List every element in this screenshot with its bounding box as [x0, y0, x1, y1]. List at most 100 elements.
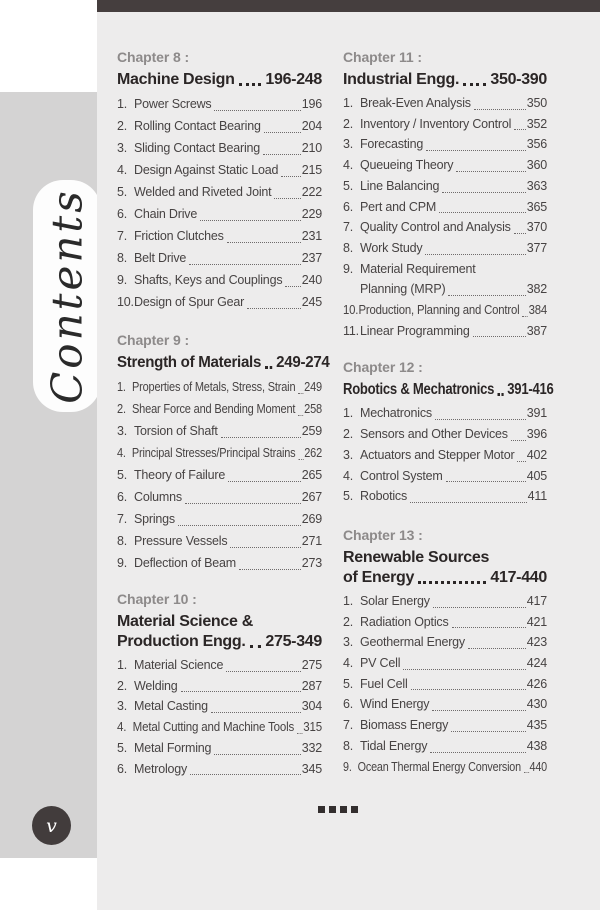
- toc-item-label: Solar Energy: [360, 593, 430, 608]
- chapter-title: Strength of Materials 249-274: [117, 353, 330, 373]
- toc-item-label: Belt Drive: [134, 251, 187, 265]
- dot-leader: [184, 503, 301, 504]
- toc-item-number: 9.: [343, 261, 354, 276]
- toc-item-label: Fuel Cell: [360, 676, 408, 691]
- toc-item-label: Metal Cutting and Machine Tools: [132, 720, 295, 735]
- toc-item: 8. Pressure Vessels 271: [117, 530, 322, 552]
- toc-item-page: 229: [301, 207, 322, 221]
- toc-item: 1. Solar Energy 417: [343, 591, 547, 612]
- chapter-title-line: Material Science &: [117, 612, 322, 632]
- toc-item-continued: Planning (MRP) 382: [343, 279, 547, 300]
- toc-item: 9. Material Requirement: [343, 259, 547, 280]
- title-dot-leader: [264, 366, 273, 369]
- toc-item-number: 8.: [117, 251, 128, 265]
- toc-item-label: Welded and Riveted Joint: [134, 185, 272, 199]
- chapter-title: Renewable Sources of Energy 417-440: [343, 548, 547, 588]
- toc-item-list: 1. Material Science 275 2. Welding 287 3. Metal…: [117, 655, 322, 779]
- toc-item-page: 384: [528, 303, 548, 318]
- toc-item: 10. Design of Spur Gear 245: [117, 291, 322, 313]
- toc-item-label: Design of Spur Gear: [134, 295, 245, 309]
- chapter-page-range: 196-248: [265, 71, 322, 88]
- toc-item-page: 377: [526, 240, 547, 255]
- dot-leader: [432, 606, 526, 608]
- dot-leader: [296, 732, 303, 734]
- chapter-section: Chapter 10 : Material Science & Production…: [117, 589, 322, 779]
- dot-leader: [514, 129, 526, 131]
- toc-item-number: 4.: [117, 720, 127, 735]
- toc-item-page: 423: [526, 635, 547, 650]
- toc-item-page: 210: [301, 141, 322, 155]
- chapter-title-line: Strength of Materials 249-274: [117, 353, 330, 373]
- toc-item-label: Queueing Theory: [360, 158, 454, 173]
- toc-item-label: Robotics: [360, 489, 408, 504]
- toc-item: 3. Actuators and Stepper Motor 402: [343, 445, 547, 466]
- toc-item-number: 3.: [117, 141, 128, 155]
- toc-item: 7. Quality Control and Analysis 370: [343, 217, 547, 238]
- toc-item-number: 10.: [343, 303, 359, 318]
- contents-tab: Contents: [33, 180, 101, 412]
- dot-leader: [445, 481, 526, 483]
- toc-item-page: 222: [301, 185, 322, 199]
- chapter-label: Chapter 10 :: [117, 591, 197, 607]
- toc-item-page: 267: [301, 490, 322, 504]
- toc-item: 6. Pert and CPM 365: [343, 197, 547, 218]
- toc-item: 3. Torsion of Shaft 259: [117, 420, 322, 442]
- toc-item-page: 237: [301, 251, 322, 265]
- toc-item-number: 8.: [343, 738, 354, 753]
- toc-item-page: 345: [301, 761, 322, 776]
- toc-item-label: Tidal Energy: [360, 738, 428, 753]
- page-number: v: [46, 814, 57, 837]
- toc-item-page: 360: [526, 158, 547, 173]
- dot-leader: [177, 525, 301, 526]
- toc-item-list: 1. Break-Even Analysis 350 2. Inventory / In…: [343, 93, 547, 341]
- toc-item: 7. Friction Clutches 231: [117, 225, 322, 247]
- toc-item-page: 215: [301, 163, 322, 177]
- toc-item-label: Inventory / Inventory Control: [360, 116, 512, 131]
- dot-leader: [281, 176, 301, 177]
- dot-leader: [448, 295, 526, 297]
- toc-item-label: Deflection of Beam: [134, 556, 237, 570]
- toc-item-page: 262: [304, 446, 322, 460]
- toc-item-label: Columns: [134, 490, 182, 504]
- toc-item-page: 315: [303, 720, 322, 735]
- toc-item-page: 304: [301, 699, 322, 714]
- dot-leader: [410, 689, 526, 691]
- toc-item: 3. Geothermal Energy 423: [343, 632, 547, 653]
- toc-item-number: 5.: [343, 178, 354, 193]
- toc-item: 8. Work Study 377: [343, 238, 547, 259]
- toc-item-number: 9.: [117, 273, 128, 287]
- footer-ornament: [318, 806, 358, 813]
- dot-leader: [517, 460, 526, 462]
- chapter-title-line: Industrial Engg. 350-390: [343, 70, 547, 90]
- chapter-title-line: of Energy 417-440: [343, 568, 547, 588]
- dot-leader: [523, 772, 529, 774]
- toc-item-number: 5.: [117, 468, 128, 482]
- toc-item-page: 440: [529, 759, 548, 774]
- toc-item-page: 382: [526, 282, 547, 297]
- chapter-section: Chapter 12 : Robotics & Mechatronics 391-4…: [343, 357, 554, 507]
- dot-leader: [226, 242, 301, 243]
- dot-leader: [214, 753, 301, 755]
- toc-item-label: Metal Casting: [134, 699, 208, 714]
- toc-item-label: Control System: [360, 468, 443, 483]
- toc-item: 7. Biomass Energy 435: [343, 715, 547, 736]
- toc-item-number: 5.: [343, 489, 354, 504]
- toc-item: 1. Power Screws 196: [117, 93, 322, 115]
- chapter-title-line: Renewable Sources: [343, 548, 547, 568]
- toc-item: 3. Sliding Contact Bearing 210: [117, 137, 322, 159]
- toc-item-page: 332: [301, 740, 322, 755]
- dot-leader: [200, 220, 301, 221]
- toc-item: 6. Columns 267: [117, 486, 322, 508]
- toc-item-list: 1. Mechatronics 391 2. Sensors and Other Dev…: [343, 403, 547, 507]
- toc-item: 8. Belt Drive 237: [117, 247, 322, 269]
- toc-item: 4. Metal Cutting and Machine Tools 315: [117, 717, 322, 738]
- dot-leader: [228, 481, 301, 482]
- dot-leader: [297, 415, 304, 416]
- dot-leader: [247, 308, 301, 309]
- toc-item-page: 370: [526, 220, 547, 235]
- toc-item-number: 6.: [343, 199, 354, 214]
- toc-item-label: Power Screws: [134, 97, 212, 111]
- chapter-title: Machine Design 196-248: [117, 70, 322, 90]
- toc-item: 9. Shafts, Keys and Couplings 240: [117, 269, 322, 291]
